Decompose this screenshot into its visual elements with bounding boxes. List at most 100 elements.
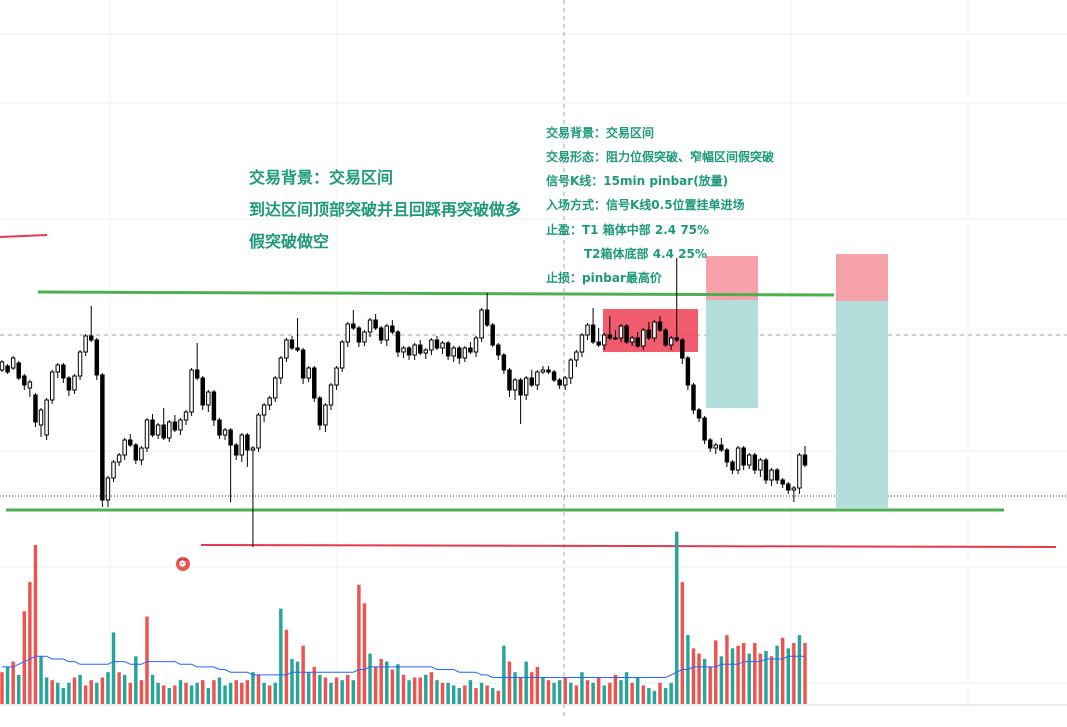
candle-body (133, 444, 139, 461)
volume-bar (156, 682, 160, 704)
candle-body (780, 479, 785, 485)
candle-body (144, 419, 150, 449)
candle-body (295, 347, 300, 351)
volume-bar (675, 531, 679, 704)
alarm-clock-icon[interactable]: ⏰ (176, 557, 190, 571)
volume-bar (569, 682, 573, 704)
volume-bar (184, 682, 188, 704)
candle-body (55, 364, 60, 373)
candle-body (468, 347, 473, 353)
volume-bar (758, 653, 763, 704)
candle-body (730, 461, 735, 471)
candle-body (27, 381, 33, 389)
candle-body (641, 329, 646, 347)
candle-body (535, 371, 540, 386)
candle-body (362, 331, 367, 343)
candle-body (61, 364, 66, 379)
annotation-right-6: T2箱体底部 4.4 25% (584, 247, 707, 261)
candle-body (100, 374, 105, 501)
volume-bar (122, 674, 127, 704)
volume-bar (708, 666, 712, 704)
volume-bar (279, 608, 283, 704)
stop-line-lower (200, 544, 1057, 548)
volume-bar (22, 611, 27, 704)
volume-bar (61, 688, 66, 704)
volume-bar (240, 682, 244, 704)
candle-body (523, 377, 529, 396)
candle-body (696, 409, 702, 419)
candle-body (646, 329, 652, 339)
volume-bar (424, 674, 428, 704)
candle-body (618, 325, 624, 339)
candle-body (590, 324, 596, 343)
candle-body (602, 334, 607, 346)
volume-bar (173, 685, 177, 704)
candle-body (49, 371, 55, 401)
volume-bar (206, 688, 211, 704)
volume-bar (5, 666, 10, 704)
annotation-left-1: 交易背景：交易区间 (249, 168, 394, 187)
candle-body (289, 339, 295, 349)
candle-body (574, 351, 579, 361)
volume-bar (691, 648, 696, 704)
volume-bar (44, 677, 49, 704)
volume-bar (83, 685, 88, 704)
candle-body (33, 394, 38, 423)
candle-body (652, 321, 657, 339)
volume-bar (17, 674, 21, 704)
candle-body (585, 324, 590, 336)
annotation-right-1: 交易背景：交易区间 (546, 126, 655, 140)
volume-bar (256, 674, 261, 704)
volume-bar (351, 680, 356, 704)
annotation-left-3: 假突破做空 (249, 232, 330, 251)
take-profit-zone-1 (706, 300, 758, 408)
volume-bar (262, 682, 266, 704)
candle-body (429, 339, 434, 351)
candle-body (267, 397, 272, 406)
volume-bar (747, 653, 751, 704)
candle-body (345, 323, 350, 343)
volume-bar (167, 688, 172, 704)
candle-body (418, 344, 423, 354)
volume-bar (28, 582, 32, 704)
volume-bar (557, 680, 562, 704)
volume-bar (468, 680, 473, 704)
candle-body (791, 487, 797, 491)
volume-bar (513, 672, 517, 704)
candle-body (735, 447, 741, 471)
volume-bar (769, 656, 774, 704)
annotation-right-4: 入场方式：信号K线0.5位置挂单进场 (546, 198, 745, 212)
volume-bar (602, 685, 606, 704)
candle-body (624, 325, 629, 343)
volume-bar (329, 682, 333, 704)
candle-body (367, 319, 373, 333)
resistance-line (37, 290, 835, 297)
volume-bar (451, 685, 456, 704)
candle-body (317, 397, 323, 426)
volume-bar (647, 688, 651, 704)
volume-bar (245, 680, 250, 704)
candle-body (747, 454, 752, 466)
volume-bar (385, 661, 389, 704)
volume-bar (318, 674, 322, 704)
candle-body (72, 375, 77, 391)
volume-bar (72, 677, 77, 704)
volume-bar (145, 616, 149, 704)
volume-bar (223, 685, 227, 704)
candle-body (763, 459, 769, 481)
volume-bar (128, 682, 132, 704)
candle-body (551, 371, 557, 381)
volume-bar (563, 677, 567, 704)
candle-body (167, 421, 172, 439)
volume-bar (56, 682, 60, 704)
volume-bar (33, 545, 38, 704)
candle-body (228, 429, 233, 446)
volume-bar (803, 643, 807, 704)
candle-body (797, 454, 802, 489)
volume-bar (574, 685, 579, 704)
volume-bar (228, 682, 233, 704)
candle-body (172, 421, 178, 431)
candle-body (719, 444, 724, 451)
candle-body (490, 324, 495, 346)
volume-bar (401, 674, 406, 704)
